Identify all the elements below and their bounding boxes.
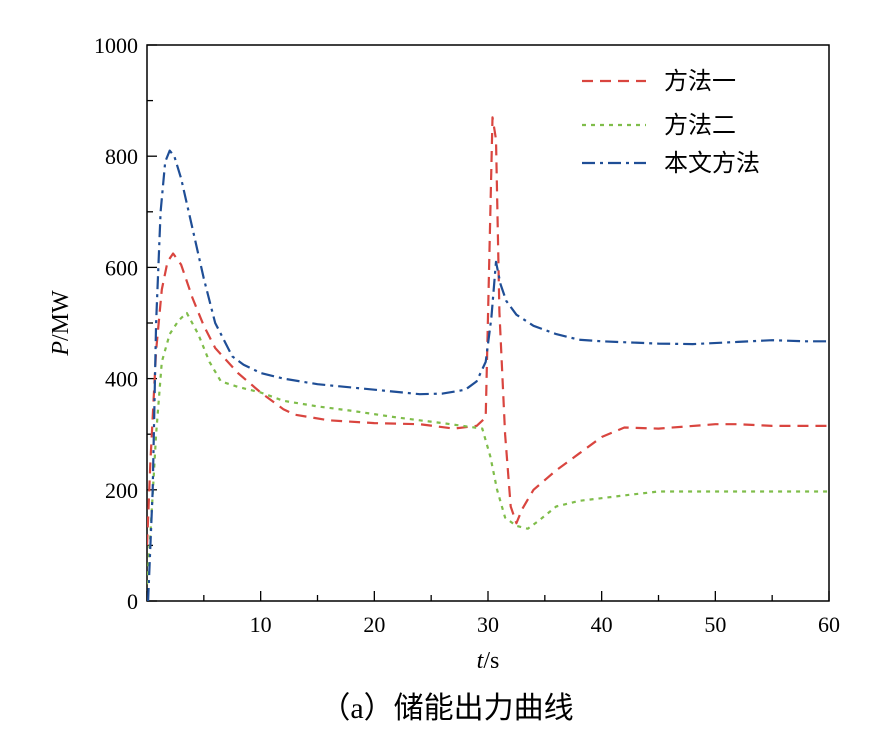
y-tick-label: 1000 bbox=[94, 33, 138, 58]
y-tick-label: 600 bbox=[105, 255, 138, 280]
y-tick-label: 400 bbox=[105, 367, 138, 392]
legend-label-3: 本文方法 bbox=[664, 150, 760, 177]
y-tick-label: 200 bbox=[105, 478, 138, 503]
x-tick-label: 50 bbox=[704, 612, 726, 637]
x-tick-label: 20 bbox=[363, 612, 385, 637]
series-line-3 bbox=[147, 149, 829, 601]
legend-label-2: 方法二 bbox=[664, 112, 736, 139]
y-tick-label: 0 bbox=[127, 589, 138, 614]
x-tick-label: 60 bbox=[818, 612, 840, 637]
x-tick-label: 40 bbox=[591, 612, 613, 637]
y-axis-label: P/MW bbox=[48, 290, 74, 357]
plot-area: 10 20 30 40 50 6002004006008001000t/sP/MW方法一方… bbox=[48, 33, 840, 674]
series-line-1 bbox=[147, 116, 829, 546]
legend-label-1: 方法一 bbox=[664, 68, 736, 95]
caption: （a）储能出力曲线 bbox=[320, 692, 573, 725]
y-tick-label: 800 bbox=[105, 144, 138, 169]
x-tick-label: 30 bbox=[477, 612, 499, 637]
x-tick-label: 10 bbox=[250, 612, 272, 637]
x-axis-label: t/s bbox=[477, 648, 500, 674]
